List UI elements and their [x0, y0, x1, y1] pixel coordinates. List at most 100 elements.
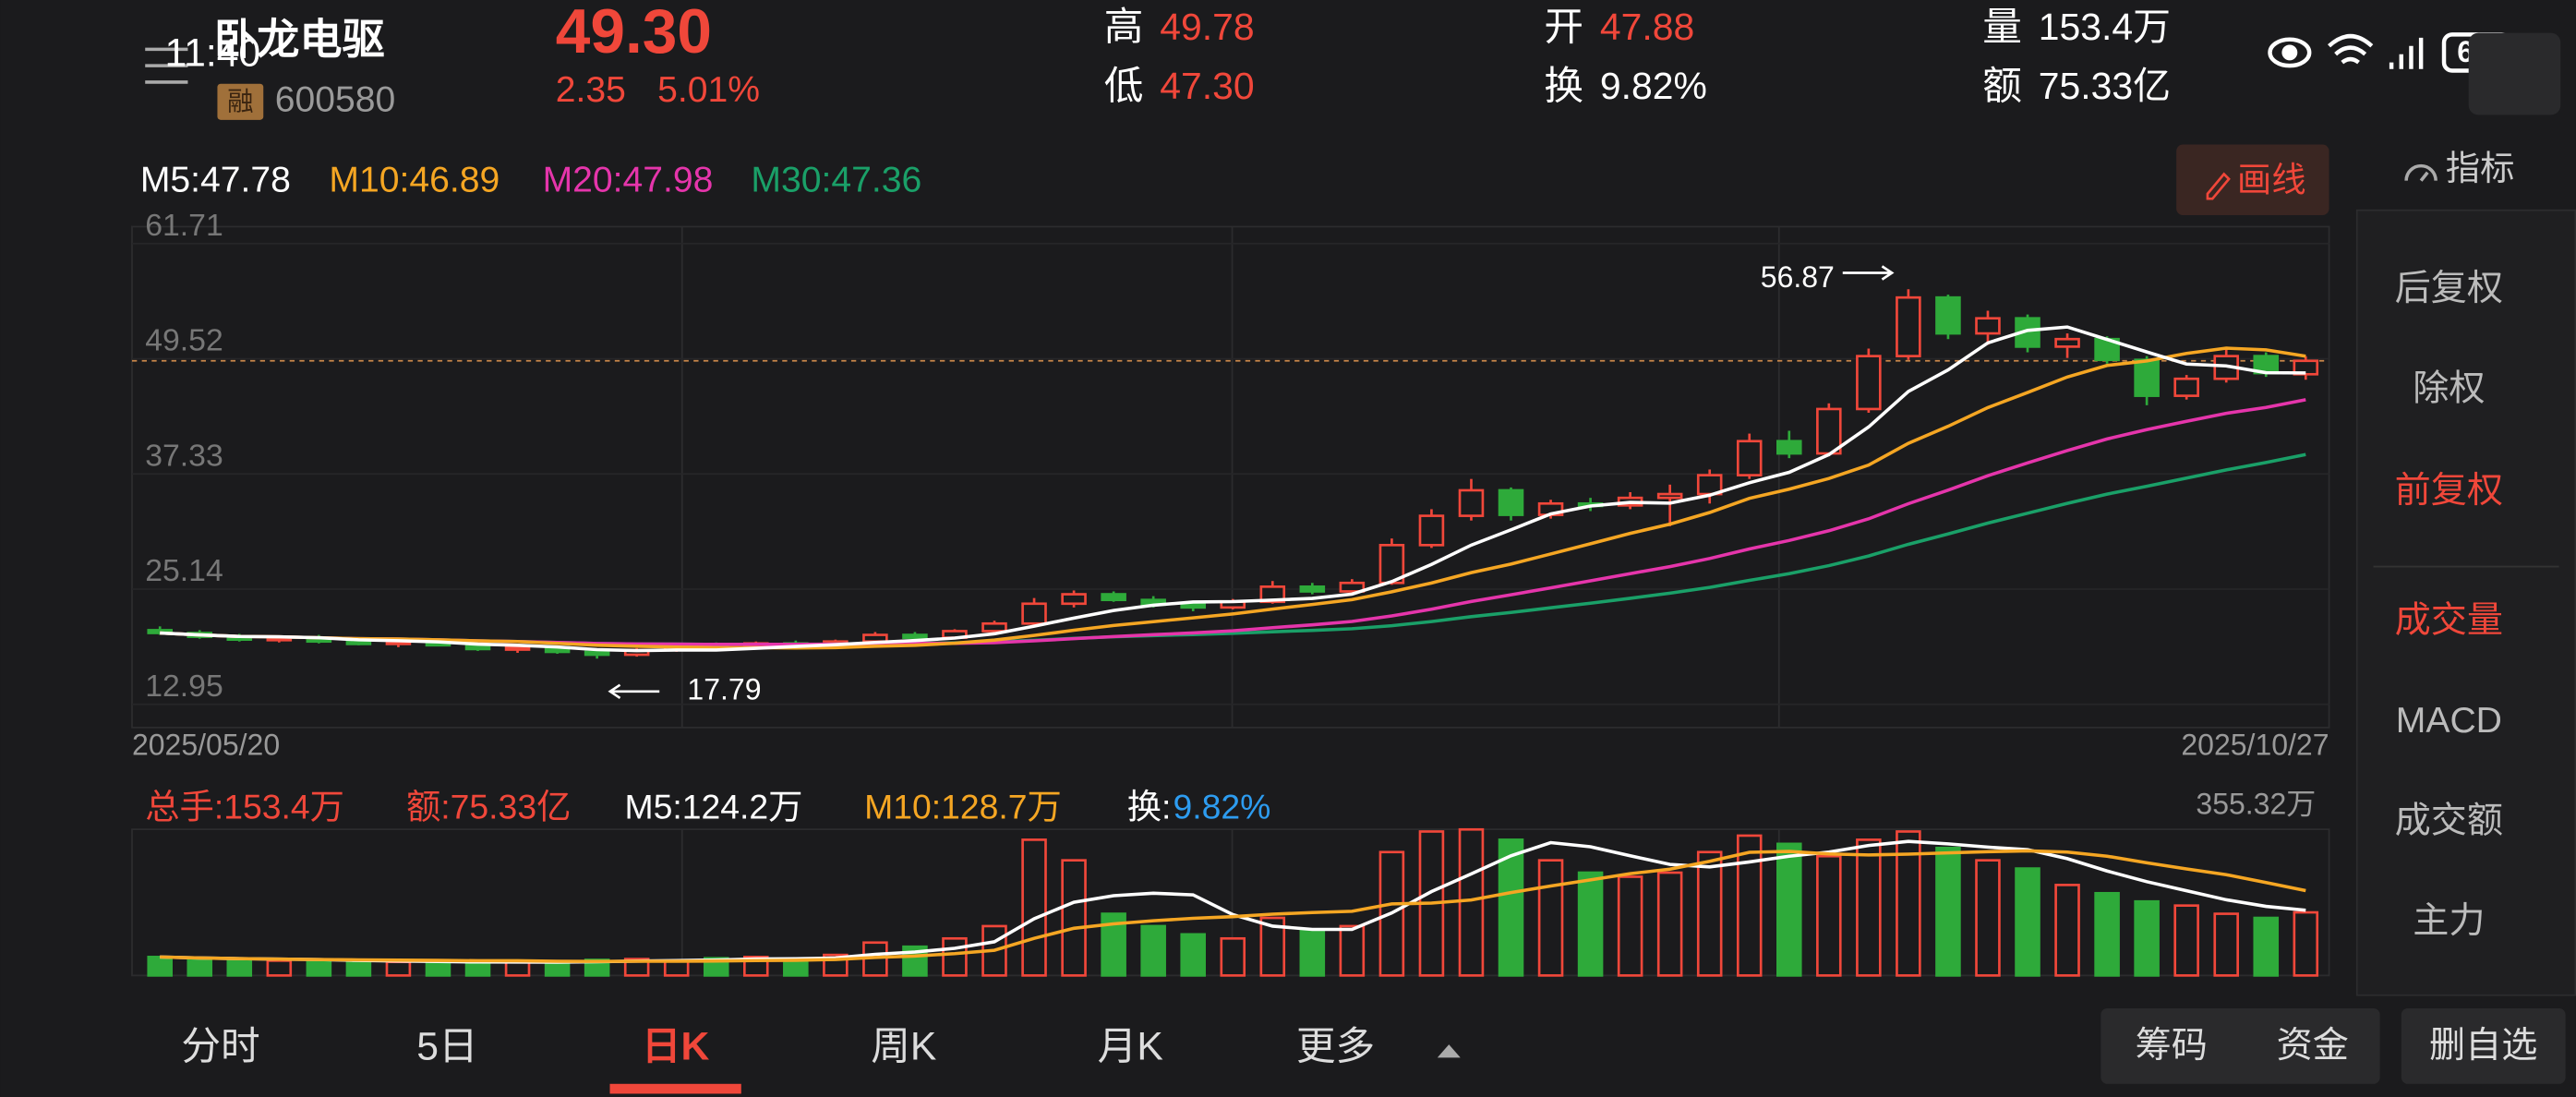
volume-bar — [464, 961, 491, 977]
candle-body — [981, 621, 1007, 633]
y-tick-label: 37.33 — [145, 438, 223, 473]
candle-body — [1259, 585, 1286, 604]
volume-bar — [2015, 867, 2040, 977]
stat-label: 换 — [1544, 64, 1583, 108]
y-tick-label: 12.95 — [145, 669, 223, 704]
stat-value: 47.88 — [1600, 6, 1694, 48]
candle-body — [1736, 440, 1763, 476]
volume-bar — [1061, 859, 1087, 977]
volume-bar — [1776, 842, 1802, 977]
candle-body — [1935, 295, 1961, 335]
candle-body — [1816, 407, 1842, 455]
candle-body — [1498, 488, 1524, 516]
volume-bar — [1498, 838, 1524, 977]
stat-label: 高 — [1104, 5, 1144, 49]
badge: 融 — [227, 88, 253, 117]
ma-legend: M20:47.98 — [543, 161, 714, 200]
candle-body — [584, 650, 610, 657]
volume-bar — [1696, 850, 1723, 977]
volume-legend: 换: — [1127, 788, 1172, 826]
candle-body — [1656, 492, 1683, 500]
float-button[interactable] — [2468, 32, 2561, 115]
stock-code: 600580 — [275, 80, 396, 120]
candle-body — [902, 633, 928, 639]
volume-bar — [2253, 916, 2280, 977]
volume-ma-line — [160, 849, 2306, 963]
button-bg — [2401, 1007, 2566, 1084]
volume-bar — [942, 936, 968, 977]
side-menu-item[interactable]: 成交额 — [2395, 801, 2503, 840]
high-arrow — [1842, 265, 1895, 281]
y-tick-label: 61.71 — [145, 208, 223, 243]
volume-legend: 额:75.33亿 — [406, 788, 571, 826]
stat-value: 153.4万 — [2039, 6, 2171, 48]
menu-icon[interactable] — [145, 47, 188, 84]
candle-body — [1061, 593, 1087, 606]
candle-body — [2134, 358, 2160, 397]
volume-bar — [1935, 846, 1961, 977]
side-menu-item[interactable]: 除权 — [2413, 369, 2485, 409]
volume-bar — [1339, 924, 1366, 977]
candle-body — [504, 645, 531, 651]
candle-body — [1299, 585, 1326, 593]
candle-body — [345, 640, 372, 645]
tab[interactable]: 周K — [871, 1025, 936, 1069]
candle-body — [1975, 317, 2001, 335]
volume-bar — [2094, 891, 2120, 977]
action-button[interactable]: 资金 — [2277, 1026, 2349, 1066]
indicator-icon — [2404, 163, 2438, 182]
low-arrow — [608, 683, 660, 700]
volume-bar — [1220, 936, 1246, 977]
volume-max: 355.32万 — [2196, 788, 2316, 821]
volume-bar — [1537, 859, 1564, 977]
more-arrow[interactable] — [1437, 1044, 1461, 1058]
stat-label: 低 — [1104, 64, 1144, 108]
ma-line — [160, 346, 2306, 650]
price-frame — [131, 225, 2330, 729]
candle-body — [1856, 355, 1882, 411]
stat-value: 9.82% — [1600, 65, 1707, 107]
candle-body — [1418, 514, 1445, 547]
side-menu-item[interactable]: MACD — [2396, 701, 2502, 741]
volume-bar — [345, 959, 372, 977]
ma-legend: M5:47.78 — [140, 161, 291, 200]
volume-bar — [2173, 904, 2199, 977]
volume-bar — [147, 956, 173, 977]
tab[interactable]: 月K — [1098, 1025, 1163, 1069]
volume-bar — [1299, 929, 1326, 977]
tab[interactable]: 分时 — [181, 1025, 259, 1069]
volume-legend: M5:124.2万 — [625, 788, 803, 826]
volume-legend: 9.82% — [1174, 788, 1271, 826]
side-menu-item[interactable]: 主力 — [2413, 901, 2485, 941]
action-button[interactable]: 筹码 — [2136, 1026, 2208, 1066]
change-pct: 5.01% — [657, 70, 760, 110]
action-button[interactable]: 删自选 — [2429, 1026, 2537, 1066]
volume-bar — [2293, 910, 2319, 977]
tab[interactable]: 日K — [642, 1025, 710, 1069]
volume-bar — [1736, 834, 1763, 977]
stat-value: 49.78 — [1160, 6, 1254, 48]
side-menu-item[interactable]: 前复权 — [2395, 471, 2503, 511]
side-menu-item[interactable]: 后复权 — [2395, 269, 2503, 308]
ma-legend: M30:47.36 — [751, 161, 921, 200]
pencil-icon — [2206, 172, 2231, 200]
volume-bar — [1180, 933, 1206, 977]
side-menu-item[interactable]: 成交量 — [2395, 600, 2503, 640]
tab[interactable]: 5日 — [416, 1025, 477, 1069]
tab[interactable]: 更多 — [1296, 1025, 1375, 1069]
volume-bar — [1975, 859, 2001, 977]
side-panel — [2355, 209, 2576, 996]
button-group — [2101, 1007, 2380, 1084]
candle-body — [2293, 359, 2319, 376]
volume-bar — [2213, 912, 2239, 977]
price: 49.30 — [556, 0, 712, 66]
volume-bar — [1617, 875, 1643, 977]
volume-bar — [1259, 916, 1286, 977]
volume-bar — [385, 960, 412, 977]
status-time: 11:40 — [165, 31, 261, 76]
candle-body — [1101, 593, 1126, 602]
stat-label: 开 — [1544, 5, 1583, 49]
indicator-label[interactable]: 指标 — [2446, 149, 2515, 187]
volume-bar — [1458, 827, 1485, 977]
